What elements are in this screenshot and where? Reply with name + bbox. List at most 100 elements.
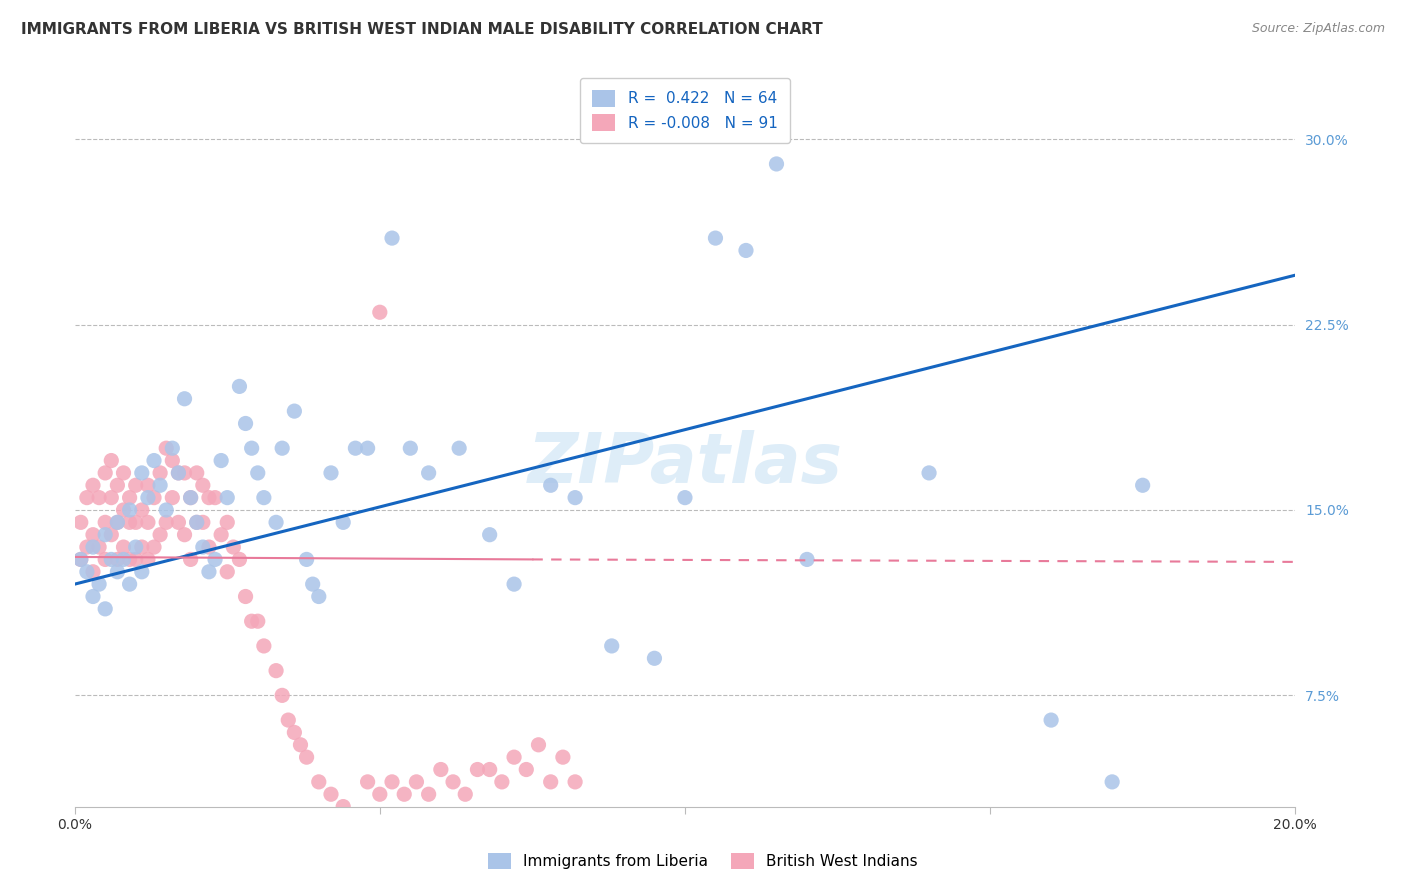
- Point: [332, 516, 354, 530]
- Text: ZIPatlas: ZIPatlas: [527, 431, 842, 498]
- Point: [319, 787, 342, 801]
- Point: [180, 552, 202, 566]
- Point: [222, 540, 245, 554]
- Point: [76, 491, 98, 505]
- Point: [162, 453, 184, 467]
- Point: [149, 527, 172, 541]
- Point: [673, 491, 696, 505]
- Point: [527, 738, 550, 752]
- Point: [198, 491, 221, 505]
- Point: [76, 565, 98, 579]
- Point: [491, 775, 513, 789]
- Point: [94, 602, 117, 616]
- Point: [69, 552, 91, 566]
- Point: [82, 565, 104, 579]
- Point: [235, 590, 257, 604]
- Point: [368, 787, 391, 801]
- Point: [540, 775, 562, 789]
- Point: [118, 516, 141, 530]
- Point: [344, 812, 367, 826]
- Point: [564, 491, 586, 505]
- Point: [186, 516, 208, 530]
- Point: [301, 577, 323, 591]
- Point: [105, 516, 128, 530]
- Point: [264, 664, 287, 678]
- Text: Source: ZipAtlas.com: Source: ZipAtlas.com: [1251, 22, 1385, 36]
- Point: [308, 590, 330, 604]
- Point: [131, 565, 153, 579]
- Point: [217, 491, 239, 505]
- Point: [283, 404, 305, 418]
- Point: [180, 491, 202, 505]
- Point: [162, 441, 184, 455]
- Point: [1101, 775, 1123, 789]
- Point: [735, 244, 758, 258]
- Point: [449, 441, 471, 455]
- Point: [136, 478, 159, 492]
- Point: [82, 478, 104, 492]
- Point: [125, 552, 148, 566]
- Point: [283, 725, 305, 739]
- Point: [918, 466, 941, 480]
- Point: [381, 231, 404, 245]
- Point: [1040, 713, 1063, 727]
- Point: [162, 491, 184, 505]
- Point: [332, 799, 354, 814]
- Point: [564, 775, 586, 789]
- Legend: R =  0.422   N = 64, R = -0.008   N = 91: R = 0.422 N = 64, R = -0.008 N = 91: [581, 78, 790, 144]
- Point: [186, 466, 208, 480]
- Point: [478, 763, 501, 777]
- Point: [167, 466, 190, 480]
- Point: [143, 491, 166, 505]
- Point: [503, 750, 526, 764]
- Point: [540, 478, 562, 492]
- Point: [118, 577, 141, 591]
- Point: [118, 503, 141, 517]
- Point: [765, 157, 787, 171]
- Point: [69, 516, 91, 530]
- Point: [191, 478, 214, 492]
- Point: [143, 540, 166, 554]
- Point: [82, 590, 104, 604]
- Point: [399, 441, 422, 455]
- Point: [253, 491, 276, 505]
- Point: [136, 516, 159, 530]
- Point: [209, 453, 232, 467]
- Point: [131, 503, 153, 517]
- Point: [94, 527, 117, 541]
- Point: [82, 527, 104, 541]
- Point: [69, 552, 91, 566]
- Point: [503, 577, 526, 591]
- Point: [87, 577, 110, 591]
- Point: [643, 651, 665, 665]
- Point: [240, 614, 263, 628]
- Point: [277, 713, 299, 727]
- Point: [100, 453, 122, 467]
- Point: [131, 466, 153, 480]
- Point: [217, 565, 239, 579]
- Point: [405, 775, 427, 789]
- Point: [112, 503, 135, 517]
- Point: [105, 565, 128, 579]
- Point: [112, 552, 135, 566]
- Point: [112, 540, 135, 554]
- Point: [441, 775, 464, 789]
- Point: [356, 441, 378, 455]
- Point: [198, 565, 221, 579]
- Point: [198, 540, 221, 554]
- Point: [228, 379, 250, 393]
- Point: [368, 305, 391, 319]
- Point: [100, 552, 122, 566]
- Point: [418, 466, 440, 480]
- Point: [191, 540, 214, 554]
- Point: [1132, 478, 1154, 492]
- Point: [394, 787, 416, 801]
- Point: [105, 552, 128, 566]
- Point: [173, 527, 195, 541]
- Point: [125, 516, 148, 530]
- Point: [155, 516, 177, 530]
- Point: [271, 689, 294, 703]
- Point: [173, 392, 195, 406]
- Point: [118, 552, 141, 566]
- Point: [149, 478, 172, 492]
